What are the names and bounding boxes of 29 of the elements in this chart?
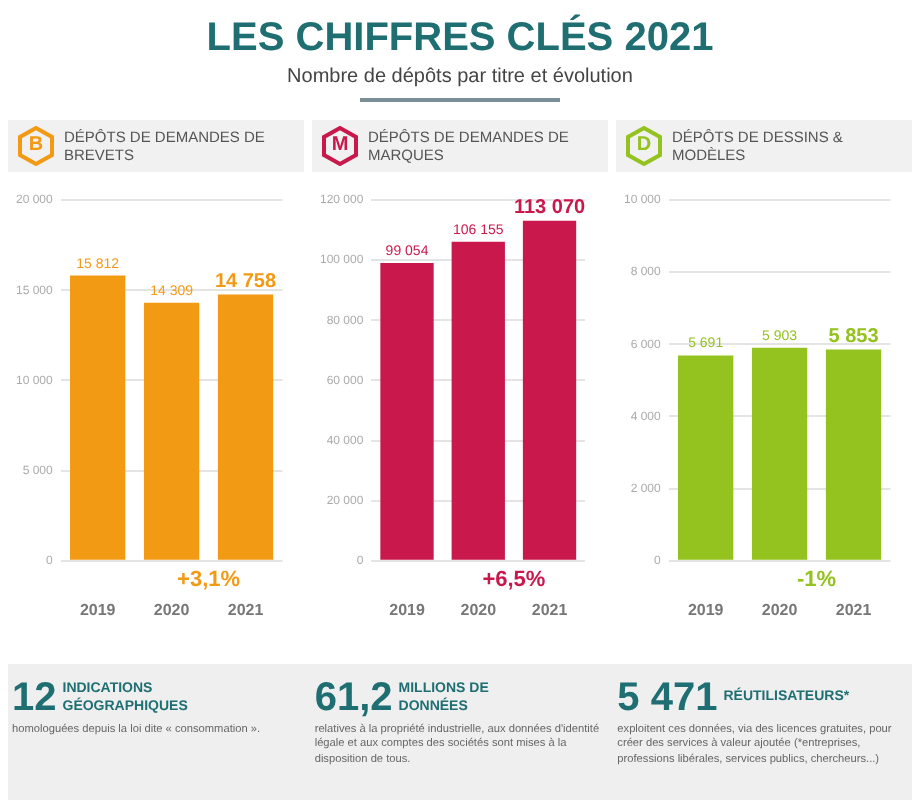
bar — [143, 302, 200, 560]
x-tick-label: 2021 — [227, 600, 265, 619]
text: LES CHIFFRES CLÉS 2021 — [204, 16, 716, 62]
bar — [380, 262, 434, 560]
text: +6,5% — [482, 567, 546, 592]
data-label: 5 853 — [828, 325, 880, 348]
text: -1% — [797, 567, 837, 592]
text: M — [329, 134, 351, 156]
bar — [451, 241, 505, 560]
x-tick-label: 2021 — [531, 600, 569, 619]
bar — [70, 275, 126, 560]
text: 12 — [12, 674, 57, 723]
x-tick-label: 2019 — [389, 600, 426, 619]
text: Nombre de dépôts par titre et évolution — [285, 66, 635, 88]
bar — [217, 294, 274, 560]
text: B — [26, 134, 46, 156]
text: 5 471 — [617, 674, 718, 723]
bar — [522, 220, 577, 560]
x-tick-label: 2019 — [687, 600, 725, 619]
data-label: 14 758 — [214, 270, 277, 293]
x-tick-label: 2020 — [153, 600, 191, 619]
x-tick-label: 2020 — [460, 600, 498, 619]
data-label: 113 070 — [513, 196, 586, 219]
x-tick-label: 2019 — [79, 600, 117, 619]
x-tick-label: 2021 — [835, 600, 873, 619]
text: +3,1% — [177, 567, 241, 592]
x-tick-label: 2020 — [761, 600, 799, 619]
text: D — [634, 134, 654, 156]
text: 61,2 — [314, 674, 393, 723]
